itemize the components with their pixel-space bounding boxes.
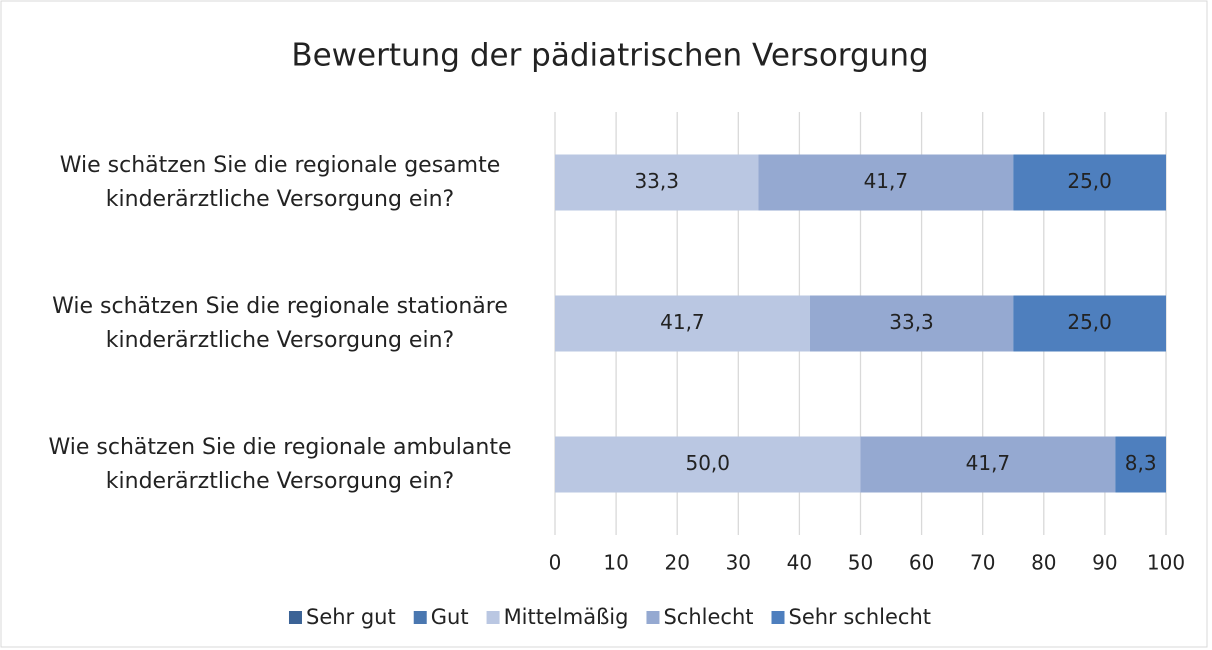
legend-label: Schlecht xyxy=(663,605,753,629)
data-label: 50,0 xyxy=(685,451,730,475)
legend-swatch xyxy=(771,611,785,624)
x-tick-label: 100 xyxy=(1147,551,1185,575)
legend-swatch xyxy=(413,611,427,624)
x-tick-label: 60 xyxy=(909,551,934,575)
bar xyxy=(1115,436,1166,493)
category-label: Wie schätzen Sie die regionale gesamte k… xyxy=(59,152,501,212)
x-tick-label: 0 xyxy=(549,551,562,575)
bar xyxy=(555,436,861,493)
bar xyxy=(758,154,1014,211)
legend-swatch xyxy=(486,611,500,624)
data-label: 25,0 xyxy=(1067,310,1112,334)
x-tick-label: 80 xyxy=(1031,551,1056,575)
data-label: 41,7 xyxy=(660,310,705,334)
x-tick-label: 10 xyxy=(603,551,628,575)
x-tick-label: 20 xyxy=(664,551,689,575)
legend-swatch xyxy=(646,611,660,624)
data-label: 25,0 xyxy=(1067,169,1112,193)
x-tick-label: 30 xyxy=(726,551,751,575)
x-tick-label: 50 xyxy=(848,551,873,575)
x-tick-label: 90 xyxy=(1092,551,1117,575)
data-label: 41,7 xyxy=(864,169,909,193)
bar xyxy=(1013,154,1166,211)
bar xyxy=(809,295,1014,352)
category-label: Wie schätzen Sie die regionale stationär… xyxy=(52,293,508,353)
legend-label: Sehr schlecht xyxy=(789,605,932,629)
chart-title: Bewertung der pädiatrischen Versorgung xyxy=(291,38,928,74)
x-tick-label: 40 xyxy=(787,551,812,575)
bar xyxy=(555,295,810,352)
x-tick-label: 70 xyxy=(970,551,995,575)
data-label: 33,3 xyxy=(889,310,934,334)
bar xyxy=(1013,295,1166,352)
legend-label: Mittelmäßig xyxy=(504,605,629,629)
legend-swatch xyxy=(288,611,302,624)
data-label: 33,3 xyxy=(634,169,679,193)
data-label: 41,7 xyxy=(966,451,1011,475)
category-label: Wie schätzen Sie die regionale ambulante… xyxy=(48,434,512,494)
bar xyxy=(555,154,759,211)
bar xyxy=(860,436,1116,493)
data-label: 8,3 xyxy=(1125,451,1157,475)
legend-label: Sehr gut xyxy=(306,605,396,629)
legend-label: Gut xyxy=(431,605,469,629)
